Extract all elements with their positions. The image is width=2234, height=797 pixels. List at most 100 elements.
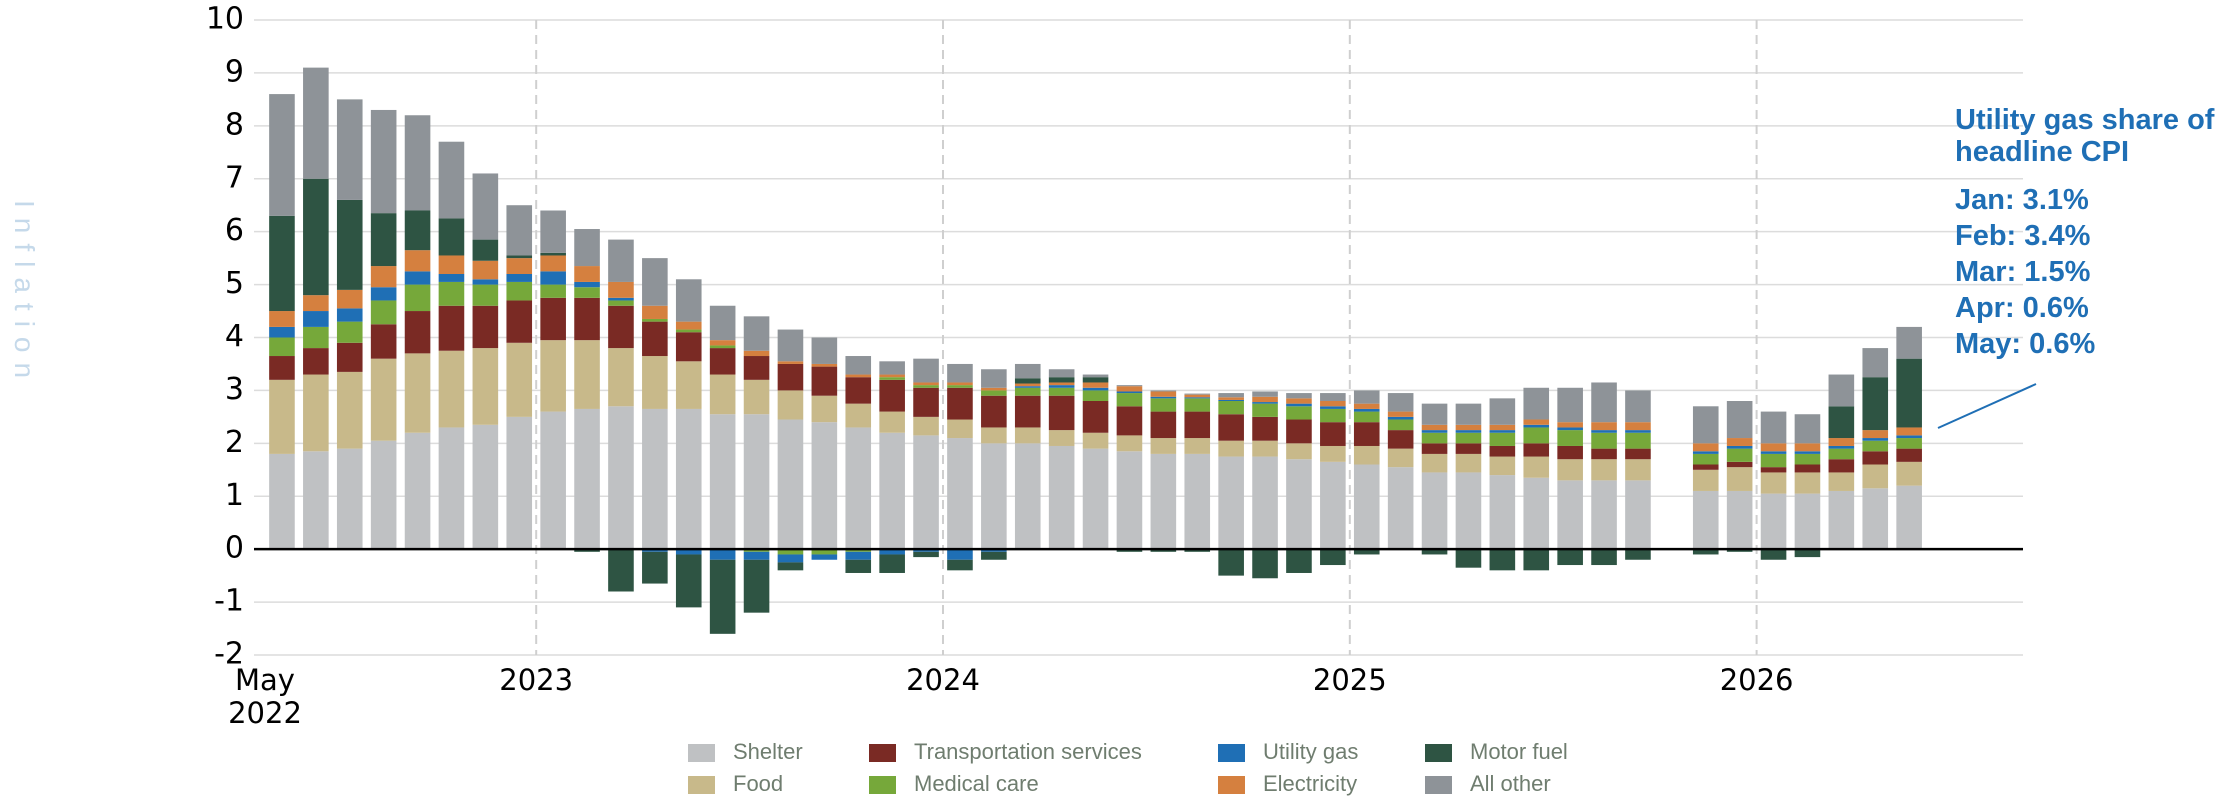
bar-segment — [269, 356, 295, 380]
bar-segment — [404, 432, 431, 550]
legend-label: Motor fuel — [1470, 739, 1568, 764]
bar-segment — [608, 297, 634, 301]
y-tick-label: -2 — [214, 637, 244, 672]
bar-segment — [1794, 464, 1821, 473]
bar-segment — [303, 67, 329, 179]
bar-segment — [1150, 453, 1177, 550]
bar-segment — [743, 379, 770, 415]
bar-segment — [574, 266, 600, 282]
bar-segment — [1116, 549, 1143, 552]
bar-segment — [1387, 393, 1414, 412]
bar-segment — [1387, 430, 1414, 449]
bar-segment — [913, 416, 939, 436]
bar-segment — [1794, 451, 1821, 454]
bar-segment — [1760, 549, 1787, 560]
annotation-line: Apr: 0.6% — [1955, 292, 2089, 324]
bar-segment — [709, 345, 736, 349]
bar-segment — [1557, 549, 1583, 566]
bar-segment — [472, 279, 499, 285]
bar-segment — [1252, 403, 1278, 417]
bar-segment — [1116, 391, 1143, 394]
bar-segment — [709, 348, 736, 375]
bar-segment — [1387, 467, 1414, 550]
legend-swatch — [688, 744, 715, 762]
legend-swatch — [688, 776, 715, 794]
bar-segment — [1387, 419, 1414, 431]
bar-segment — [1591, 382, 1617, 423]
bar-segment — [879, 432, 905, 550]
y-tick-label: 6 — [225, 213, 244, 248]
bar-segment — [404, 250, 431, 272]
bar-segment — [777, 419, 804, 550]
bar-segment — [1218, 399, 1244, 401]
bar-segment — [879, 379, 905, 412]
x-tick-label: 2026 — [1719, 663, 1794, 697]
bar-segment — [1862, 451, 1889, 465]
bar-segment — [1692, 443, 1719, 452]
bar-segment — [913, 382, 939, 386]
bar-segment — [947, 549, 973, 560]
bar-segment — [777, 554, 804, 563]
bar-segment — [709, 340, 736, 346]
bar-segment — [1760, 443, 1787, 452]
bar-segment — [777, 390, 804, 420]
bar-segment — [777, 363, 804, 391]
bar-segment — [1286, 443, 1312, 460]
bar-segment — [845, 427, 872, 550]
bar-segment — [1489, 424, 1516, 431]
bar-segment — [1218, 440, 1244, 457]
bar-segment — [743, 549, 770, 552]
bar-segment — [438, 427, 465, 550]
bar-segment — [1557, 430, 1583, 446]
bar-segment — [1048, 382, 1075, 386]
bar-segment — [1455, 432, 1482, 444]
bar-segment — [811, 422, 838, 550]
bar-segment — [1320, 393, 1346, 401]
bar-segment — [1625, 432, 1651, 449]
bar-segment — [370, 440, 397, 550]
bar-segment — [438, 281, 465, 306]
bar-segment — [1218, 393, 1244, 398]
bar-segment — [1455, 430, 1482, 433]
bar-segment — [336, 289, 363, 309]
bar-segment — [981, 369, 1007, 388]
bar-segment — [879, 411, 905, 433]
bar-segment — [1014, 443, 1041, 550]
bar-segment — [1218, 397, 1244, 400]
bar-segment — [1116, 435, 1143, 452]
bar-segment — [1828, 472, 1855, 491]
bar-segment — [608, 281, 634, 298]
bar-segment — [1353, 408, 1380, 412]
bar-segment — [438, 274, 465, 282]
bar-segment — [1116, 406, 1143, 436]
bar-segment — [540, 255, 566, 272]
bar-segment — [303, 178, 329, 296]
bar-segment — [1557, 445, 1583, 460]
bar-segment — [1896, 326, 1922, 359]
bar-segment — [1421, 432, 1448, 444]
bar-segment — [1014, 427, 1041, 444]
bar-segment — [506, 416, 533, 550]
bar-segment — [506, 274, 533, 282]
bar-segment — [1760, 467, 1787, 473]
bar-segment — [608, 549, 634, 592]
bar-segment — [336, 99, 363, 200]
bar-segment — [947, 363, 973, 383]
bar-segment — [1523, 387, 1550, 420]
bar-segment — [1489, 475, 1516, 550]
bar-segment — [506, 258, 533, 274]
bar-segment — [1828, 406, 1855, 439]
bar-segment — [1489, 456, 1516, 476]
bar-segment — [1489, 432, 1516, 446]
bar-segment — [608, 239, 634, 282]
bar-segment — [1794, 493, 1821, 550]
bar-segment — [642, 549, 668, 552]
bar-segment — [1320, 422, 1346, 446]
bar-segment — [540, 252, 566, 256]
bar-segment — [608, 300, 634, 306]
bar-segment — [438, 218, 465, 256]
bar-segment — [1184, 397, 1211, 399]
bar-segment — [1116, 451, 1143, 550]
bar-segment — [981, 443, 1007, 550]
bar-segment — [1625, 480, 1651, 550]
